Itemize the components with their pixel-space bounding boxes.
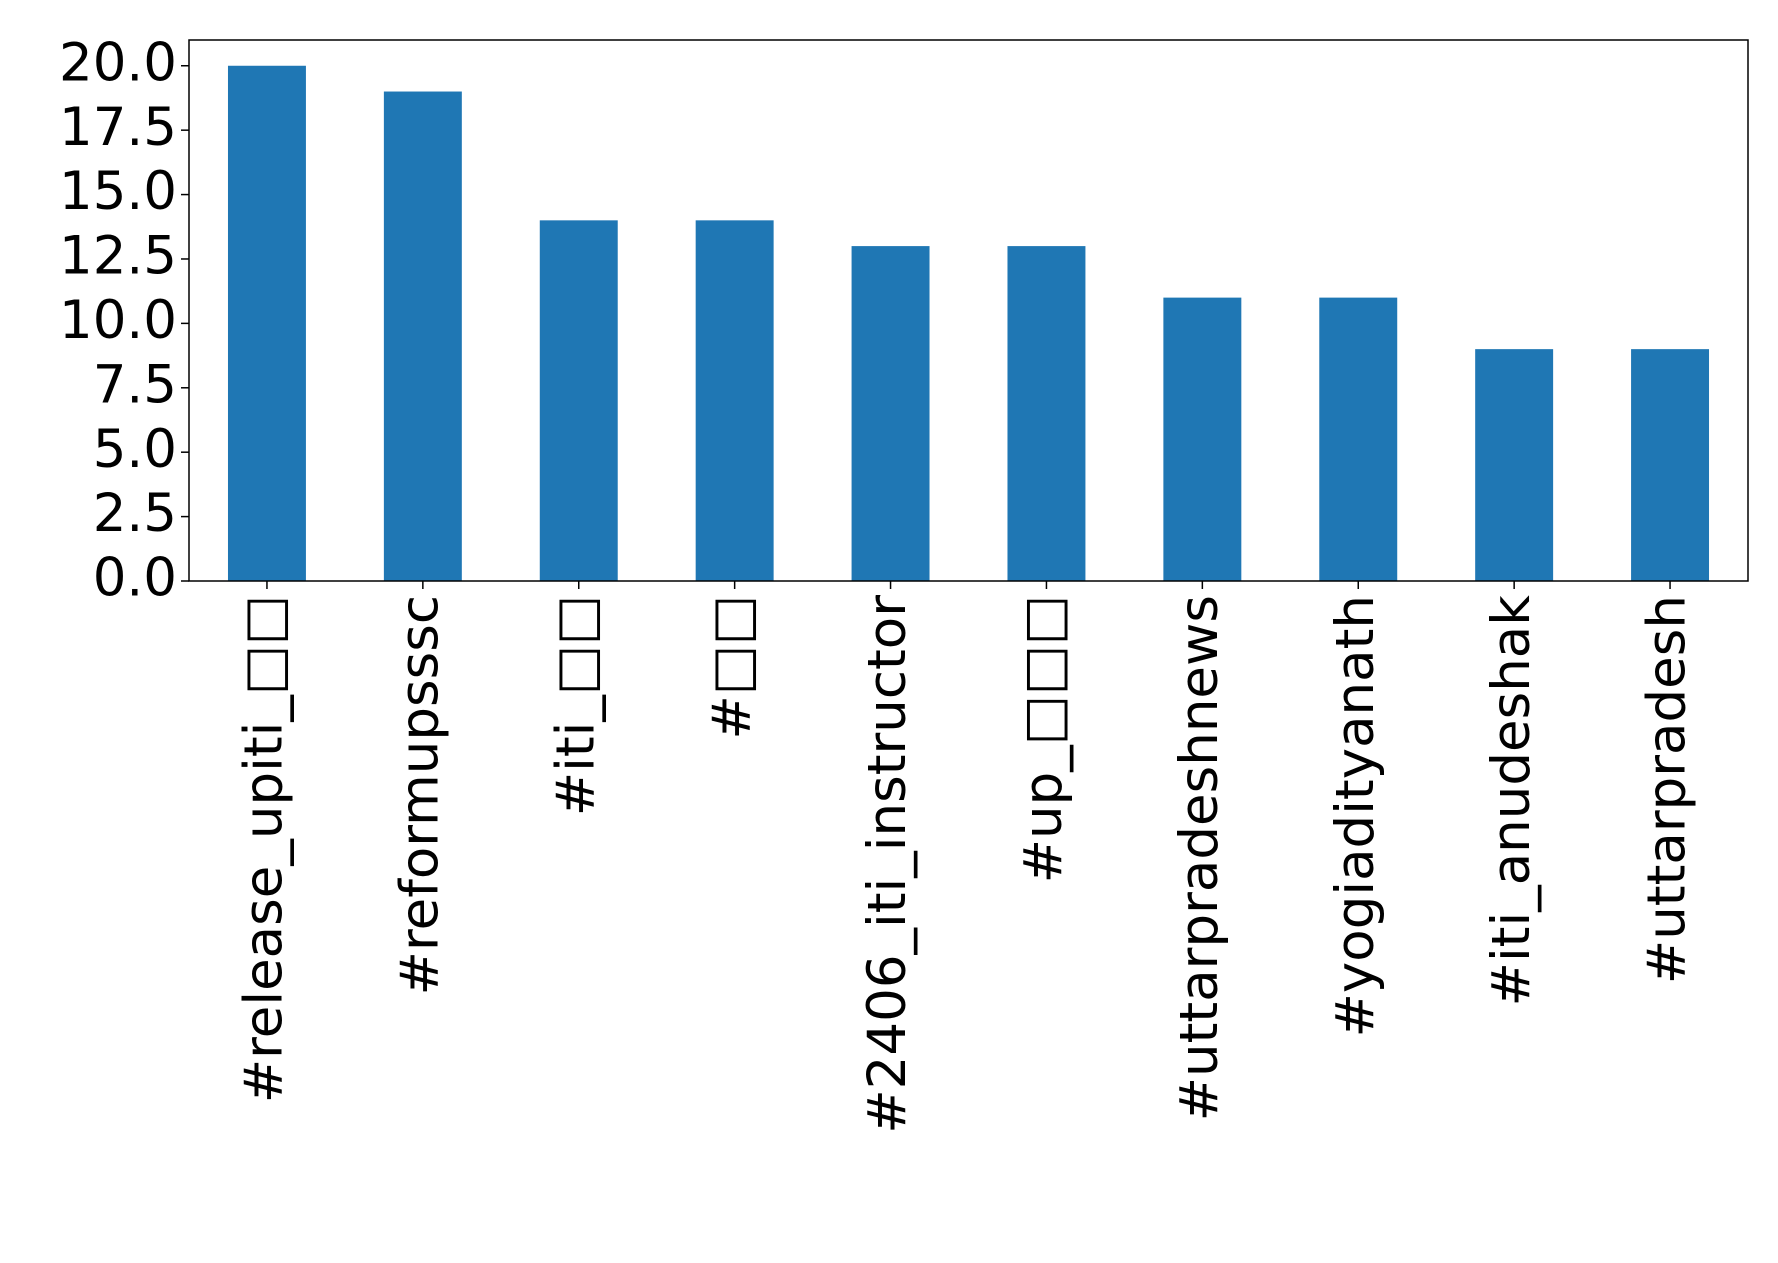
bar — [1475, 349, 1554, 581]
bar — [1631, 349, 1710, 581]
y-tick-label: 7.5 — [93, 354, 177, 415]
bar — [539, 220, 618, 582]
x-tick-label: #iti_anudeshak — [1481, 595, 1542, 1007]
x-tick-label: #2406_iti_instructor — [857, 595, 918, 1134]
x-tick-label: #release_upiti_□□ — [234, 595, 295, 1103]
y-tick-label: 12.5 — [59, 226, 177, 287]
y-tick-label: 20.0 — [59, 32, 177, 93]
y-tick-label: 10.0 — [59, 290, 177, 351]
x-tick-label: #yogiadityanath — [1325, 595, 1386, 1037]
x-tick-label: #uttarpradesh — [1637, 595, 1698, 984]
y-tick-label: 0.0 — [93, 548, 177, 609]
y-tick-label: 17.5 — [59, 97, 177, 158]
bar — [1163, 297, 1242, 581]
x-tick-label: #up_□□□ — [1013, 595, 1074, 883]
x-tick-label: #iti_□□ — [545, 595, 606, 816]
x-tick-label: #uttarpradeshnews — [1169, 595, 1230, 1121]
y-tick-label: 2.5 — [93, 483, 177, 544]
bar — [695, 220, 774, 582]
y-tick-label: 15.0 — [59, 161, 177, 222]
bar — [1007, 246, 1086, 581]
bar — [227, 65, 306, 581]
bar — [851, 246, 930, 581]
x-tick-label: #□□ — [701, 595, 762, 740]
bar — [383, 91, 462, 582]
bar — [1319, 297, 1398, 581]
x-tick-label: #reformupsssc — [389, 595, 450, 995]
axes-frame — [188, 39, 1749, 582]
y-tick-label: 5.0 — [93, 419, 177, 480]
